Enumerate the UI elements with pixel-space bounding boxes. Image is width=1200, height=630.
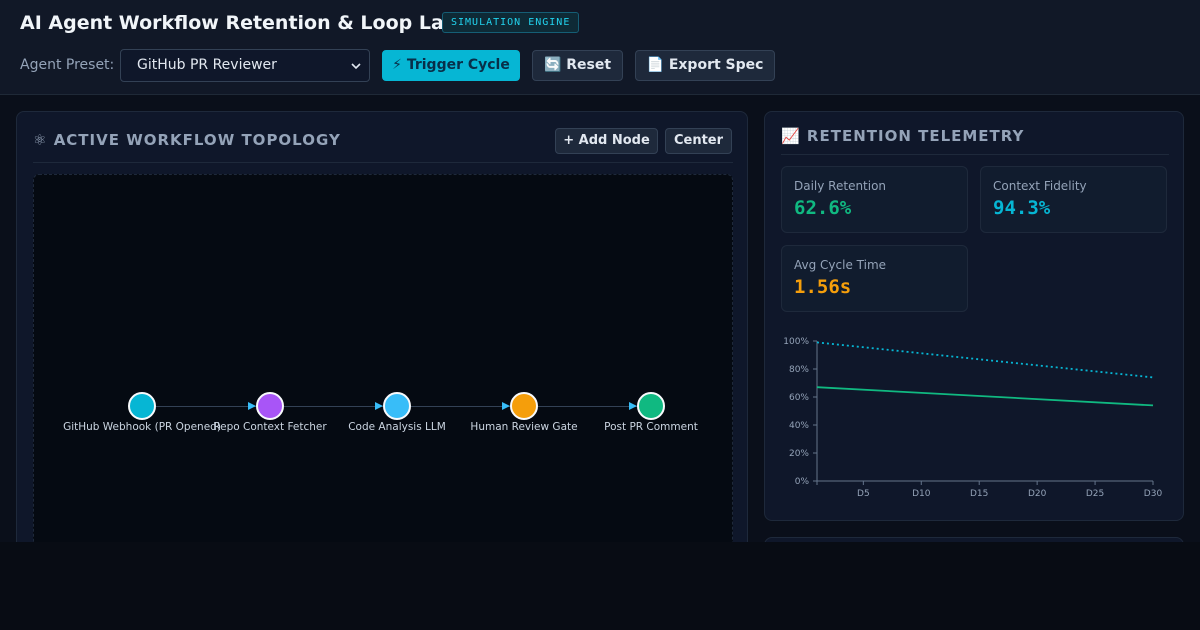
chevron-down-icon <box>351 63 361 70</box>
x-tick-label: D10 <box>912 489 931 499</box>
y-tick-label: 80% <box>789 365 809 375</box>
export-spec-button[interactable]: 📄 Export Spec <box>635 50 775 81</box>
workflow-node-label: Repo Context Fetcher <box>213 421 327 433</box>
metric-value: 62.6% <box>794 197 852 219</box>
metric-card-avg-cycle-time: Avg Cycle Time 1.56s <box>781 245 968 312</box>
x-tick-label: D20 <box>1028 489 1047 499</box>
x-tick-label: D5 <box>857 489 870 499</box>
workflow-node-label: Code Analysis LLM <box>348 421 446 433</box>
x-tick-label: D15 <box>970 489 988 499</box>
chart-increasing-icon: 📈 <box>781 127 801 145</box>
preset-select-value: GitHub PR Reviewer <box>137 57 277 73</box>
workflow-edge <box>156 406 256 407</box>
metric-value: 94.3% <box>993 197 1051 219</box>
mode-badge: SIMULATION ENGINE <box>442 12 580 33</box>
add-node-button[interactable]: + Add Node <box>555 128 658 154</box>
series-line-1 <box>816 386 1154 407</box>
series-line-0 <box>816 341 1154 379</box>
telemetry-divider <box>781 154 1169 155</box>
topology-title-text: ACTIVE WORKFLOW TOPOLOGY <box>53 131 341 149</box>
y-tick-label: 40% <box>789 421 809 431</box>
retention-chart: 0% 20% 40% 60% 80% 100% D5 D10 D15 D20 D25 D30 <box>783 337 1163 499</box>
x-tick-label: D30 <box>1144 489 1163 499</box>
workflow-node[interactable] <box>256 392 284 420</box>
workflow-node-label: Post PR Comment <box>604 421 698 433</box>
y-tick-label: 20% <box>789 449 809 459</box>
y-tick-label: 0% <box>795 477 810 487</box>
workflow-edge <box>284 406 383 407</box>
header: AI Agent Workflow Retention & Loop Lab S… <box>0 0 1200 95</box>
workflow-canvas[interactable]: GitHub Webhook (PR Opened) Repo Context F… <box>33 174 733 542</box>
topology-title: ⚛ ACTIVE WORKFLOW TOPOLOGY <box>33 131 341 149</box>
workflow-topology-panel: ⚛ ACTIVE WORKFLOW TOPOLOGY + Add Node Ce… <box>16 111 748 542</box>
workflow-node[interactable] <box>510 392 538 420</box>
metric-label: Daily Retention <box>794 179 887 193</box>
metric-card-context-fidelity: Context Fidelity 94.3% <box>980 166 1167 233</box>
metric-value: 1.56s <box>794 276 852 298</box>
center-button[interactable]: Center <box>665 128 732 154</box>
metric-card-daily-retention: Daily Retention 62.6% <box>781 166 968 233</box>
y-tick-label: 100% <box>783 337 809 347</box>
topology-divider <box>33 162 733 163</box>
preset-label: Agent Preset: <box>20 57 115 73</box>
workflow-node[interactable] <box>383 392 411 420</box>
retention-telemetry-panel: 📈 RETENTION TELEMETRY Daily Retention 62… <box>764 111 1184 521</box>
workflow-node[interactable] <box>637 392 665 420</box>
metric-label: Avg Cycle Time <box>794 258 887 272</box>
y-tick-label: 60% <box>789 393 809 403</box>
workflow-node[interactable] <box>128 392 156 420</box>
workflow-node-label: GitHub Webhook (PR Opened) <box>63 421 221 433</box>
app-root: AI Agent Workflow Retention & Loop Lab S… <box>0 0 1200 542</box>
edge-arrow-icon <box>629 402 637 410</box>
app-title: AI Agent Workflow Retention & Loop Lab <box>20 12 458 34</box>
edge-arrow-icon <box>502 402 510 410</box>
x-tick-label: D25 <box>1086 489 1104 499</box>
reset-button[interactable]: 🔄 Reset <box>532 50 623 81</box>
secondary-panel <box>764 537 1184 542</box>
edge-arrow-icon <box>248 402 256 410</box>
workflow-edge <box>538 406 637 407</box>
metric-label: Context Fidelity <box>993 179 1087 193</box>
workflow-edge <box>411 406 510 407</box>
trigger-cycle-button[interactable]: ⚡ Trigger Cycle <box>382 50 520 81</box>
workflow-node-label: Human Review Gate <box>470 421 578 433</box>
telemetry-title-text: RETENTION TELEMETRY <box>806 127 1025 145</box>
telemetry-title: 📈 RETENTION TELEMETRY <box>781 127 1024 145</box>
atom-icon: ⚛ <box>33 131 48 149</box>
agent-preset-select[interactable]: GitHub PR Reviewer <box>120 49 370 82</box>
edge-arrow-icon <box>375 402 383 410</box>
